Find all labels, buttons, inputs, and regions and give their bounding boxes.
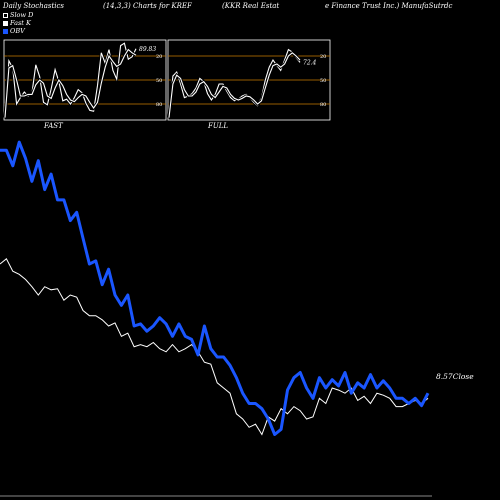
obv-line [0,140,430,436]
series-outline-full-1 [167,50,302,118]
company-name-part2: e Finance Trust Inc.) ManufaSutrdc [325,2,453,10]
legend-fast-k: Fast K [3,19,31,27]
legend-slow-d: Slow D [3,11,33,19]
ytick-label-fast-20: 80 [156,102,162,108]
series-line-full-slow-d [168,52,301,118]
last-value-label-fast: 89.83 [139,46,156,53]
ytick-label-fast-50: 50 [156,78,162,84]
last-value-label-full: 72.4 [303,59,317,66]
panel-label-full: FULL [208,122,229,130]
panel-label-fast: FAST [44,122,63,130]
legend-label-fast-k: Fast K [10,19,31,27]
company-name-part1: (KKR Real Estat [222,2,280,10]
ytick-label-full-50: 50 [320,78,326,84]
legend-swatch-fast-k [3,20,8,26]
legend-swatch-obv [3,28,8,34]
close-price-label: 8.57Close [436,372,474,381]
chart-params: (14,3,3) Charts for KREF [103,2,192,10]
legend-obv: OBV [3,27,25,35]
series-line-full-fast-k [168,48,301,118]
legend-swatch-slow-d [3,12,8,18]
price-line [0,258,429,436]
legend-label-obv: OBV [10,27,25,35]
series-outline-fast-1 [3,47,137,118]
series-outline-fast-0 [3,40,138,118]
ytick-label-fast-80: 20 [156,54,162,60]
legend-label-slow-d: Slow D [10,11,34,19]
ytick-label-full-80: 20 [320,54,326,60]
series-outline-full-0 [167,47,302,118]
chart-title: Daily Stochastics [3,2,65,10]
ytick-label-full-20: 80 [320,102,326,108]
series-line-fast-slow-d [4,48,137,118]
